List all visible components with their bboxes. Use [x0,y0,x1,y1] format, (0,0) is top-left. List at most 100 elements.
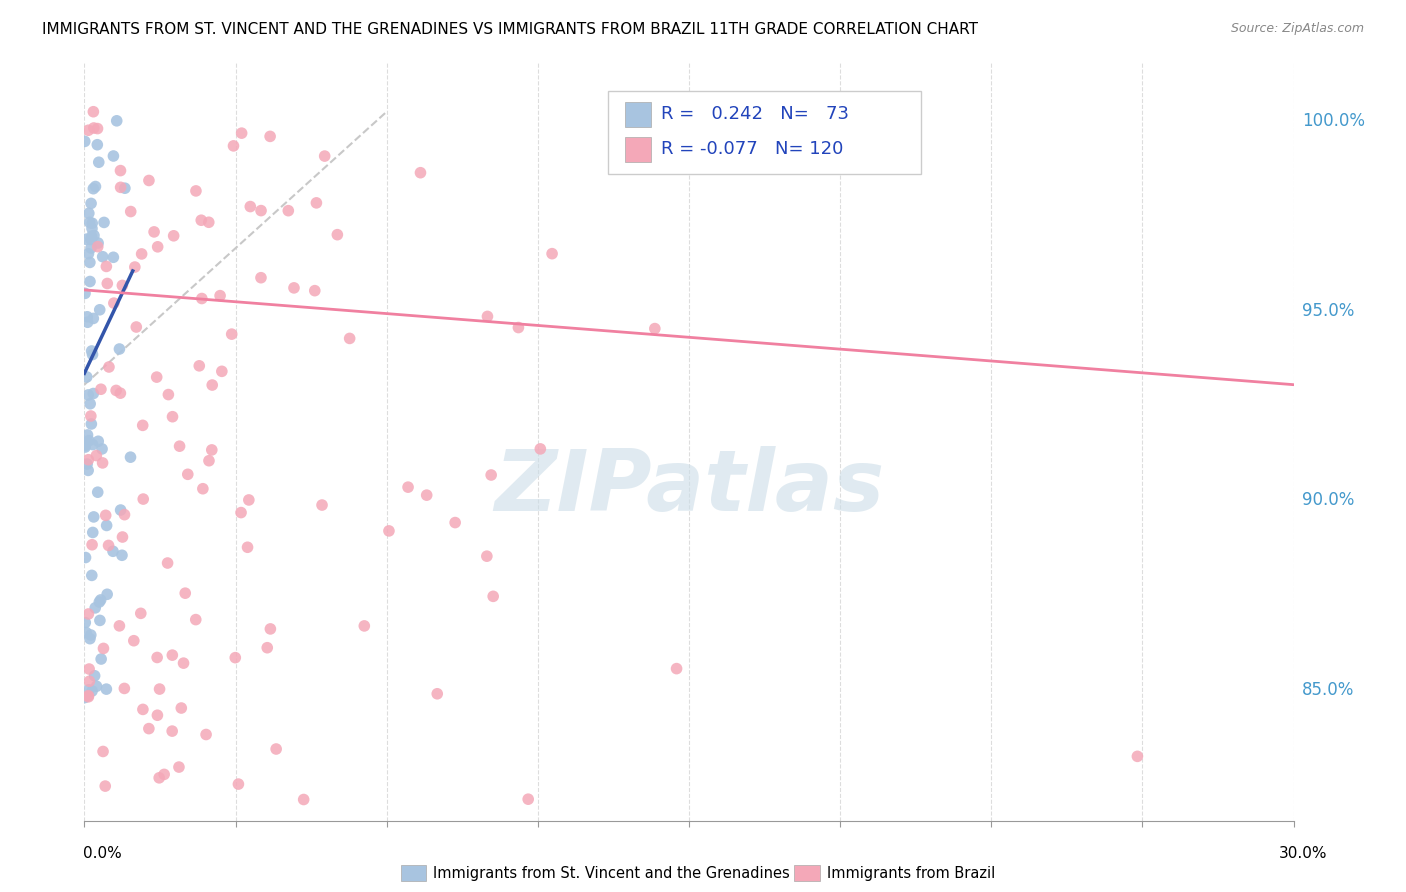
Point [479,468,502,483]
Point [482,590,505,604]
Point [97,538,120,552]
Point [409,166,432,180]
FancyBboxPatch shape [624,102,651,127]
Point [108,342,131,356]
Point [197,215,219,229]
Point [477,310,499,324]
Point [201,442,224,457]
Point [77,689,100,703]
Point [75,615,97,630]
Point [256,640,278,655]
Point [73,286,96,301]
Point [211,364,233,378]
Point [222,139,245,153]
Point [111,530,134,544]
Point [103,250,125,264]
Point [396,480,419,494]
Point [129,607,152,621]
Point [238,492,260,507]
Point [259,622,281,636]
Point [283,281,305,295]
Point [132,491,155,506]
Point [105,113,128,128]
Point [79,275,101,289]
Point [90,652,112,666]
Point [339,331,361,345]
Point [83,121,105,136]
Point [444,516,467,530]
Point [89,614,111,628]
Point [82,104,104,119]
Point [231,126,253,140]
Text: ZIPatlas: ZIPatlas [494,445,884,529]
Point [110,180,132,194]
Point [79,397,101,411]
Point [90,593,112,607]
Point [508,320,530,334]
Point [250,203,273,218]
Point [378,524,401,538]
Point [191,292,214,306]
Point [541,246,564,260]
Point [665,662,688,676]
Point [82,525,104,540]
Point [184,184,207,198]
Point [84,600,107,615]
Point [110,386,132,401]
Point [146,240,169,254]
Point [94,779,117,793]
Point [79,674,101,689]
Point [163,228,186,243]
Point [80,628,103,642]
Point [426,687,449,701]
Point [353,619,375,633]
Point [77,123,100,137]
Point [173,656,195,670]
Point [77,682,100,697]
Point [250,270,273,285]
Point [198,454,221,468]
Point [96,260,118,274]
Point [80,232,103,246]
Point [108,619,131,633]
Text: Source: ZipAtlas.com: Source: ZipAtlas.com [1230,22,1364,36]
Point [177,467,200,482]
Point [132,702,155,716]
Point [77,206,100,220]
Point [101,544,124,558]
Point [112,681,135,696]
Point [517,792,540,806]
Point [188,359,211,373]
Point [122,633,145,648]
FancyBboxPatch shape [624,136,651,161]
Point [304,284,326,298]
Point [157,387,180,401]
Point [138,722,160,736]
Point [79,632,101,646]
Point [80,568,103,582]
Text: R = -0.077   N= 120: R = -0.077 N= 120 [661,140,844,158]
Point [221,327,243,342]
Point [86,137,108,152]
Point [77,388,100,402]
Point [125,320,148,334]
Point [91,744,114,758]
Point [87,240,110,254]
Point [94,508,117,523]
Point [77,662,100,676]
Point [84,179,107,194]
Point [1126,749,1149,764]
Point [82,311,104,326]
Point [82,437,104,451]
Point [82,386,104,401]
Point [75,438,97,452]
Point [201,378,224,392]
Point [475,549,498,564]
Point [138,173,160,187]
Point [153,767,176,781]
Point [79,215,101,229]
Point [96,682,118,697]
Point [75,550,97,565]
Point [195,727,218,741]
Point [79,255,101,269]
